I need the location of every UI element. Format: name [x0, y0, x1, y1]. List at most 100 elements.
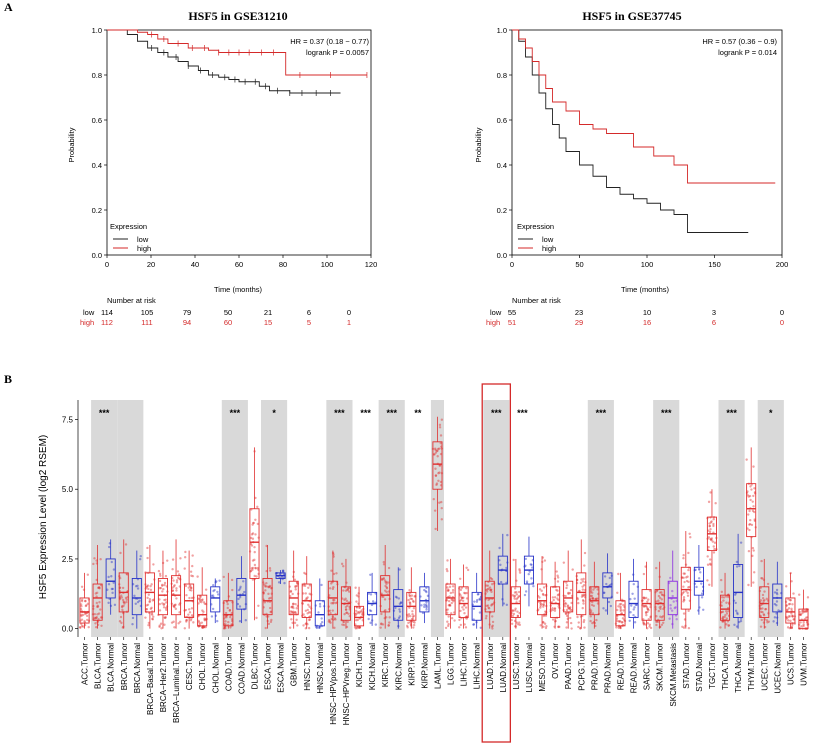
category-label: LUAD.Tumor: [486, 643, 495, 690]
data-point: [407, 613, 411, 616]
box: [602, 572, 613, 599]
box: [458, 586, 469, 618]
risk-count-low: 55: [508, 308, 516, 317]
data-point: [539, 603, 543, 606]
data-point: [385, 580, 388, 584]
category-label: PRAD.Tumor: [590, 643, 599, 691]
data-point: [369, 609, 373, 613]
risk-count-high: 16: [643, 318, 651, 327]
data-point: [120, 605, 124, 609]
data-point: [80, 613, 83, 616]
survival-curve-high: [512, 29, 776, 184]
data-point: [318, 605, 322, 608]
category-label: HNSC.Tumor: [303, 643, 312, 691]
data-point: [629, 611, 632, 614]
data-point: [461, 596, 464, 600]
data-point: [451, 598, 454, 601]
data-point: [557, 598, 560, 602]
data-point: [446, 569, 449, 573]
data-point: [788, 615, 792, 618]
data-point: [211, 594, 215, 597]
risk-count-high: 0: [780, 318, 784, 327]
data-point: [682, 596, 686, 599]
data-point: [382, 577, 386, 580]
data-point: [515, 590, 518, 594]
data-point: [397, 597, 401, 600]
data-point: [175, 587, 178, 590]
data-point: [570, 627, 573, 630]
data-point: [410, 597, 414, 601]
data-point: [804, 610, 808, 613]
data-point: [294, 584, 297, 588]
data-point: [432, 497, 435, 501]
data-point: [786, 626, 790, 629]
data-point: [188, 608, 191, 611]
data-point: [583, 626, 586, 629]
data-point: [410, 594, 414, 597]
data-point: [790, 626, 793, 629]
data-point: [157, 569, 161, 573]
data-point: [566, 605, 569, 608]
data-point: [766, 582, 770, 586]
data-point: [460, 596, 463, 599]
data-point: [198, 622, 202, 625]
data-point: [320, 583, 323, 587]
risk-count-high: 60: [224, 318, 232, 327]
data-point: [201, 598, 204, 601]
data-point: [788, 602, 792, 606]
data-point: [264, 589, 267, 592]
data-point: [510, 622, 514, 625]
data-point: [733, 623, 736, 627]
data-point: [515, 598, 518, 601]
data-point: [608, 583, 612, 587]
data-point: [302, 613, 305, 616]
data-point: [296, 624, 299, 627]
data-point: [765, 597, 769, 601]
logrank-text: logrank P = 0.0057: [306, 48, 369, 57]
cohort-band: [757, 400, 784, 637]
data-point: [619, 602, 623, 606]
data-point: [565, 586, 568, 590]
data-point: [224, 626, 227, 630]
data-point: [408, 601, 412, 605]
significance-label: ***: [596, 408, 607, 418]
data-point: [448, 603, 451, 607]
data-point: [110, 575, 113, 578]
data-point: [158, 598, 161, 601]
data-point: [642, 596, 645, 600]
data-point: [437, 472, 440, 475]
data-point: [199, 595, 202, 598]
data-point: [806, 596, 810, 599]
y-tick-label: 0.8: [497, 71, 507, 80]
data-point: [791, 615, 794, 618]
box: [550, 586, 561, 618]
data-point: [355, 606, 359, 609]
data-point: [344, 608, 348, 611]
data-point: [171, 589, 174, 592]
data-point: [448, 595, 451, 598]
y-tick-label: 0.4: [497, 161, 507, 170]
data-point: [617, 572, 620, 576]
significance-label: ***: [99, 408, 110, 418]
data-point: [464, 626, 468, 629]
data-point: [647, 608, 650, 612]
data-point: [87, 625, 90, 629]
data-point: [251, 532, 255, 535]
data-point: [478, 611, 482, 614]
data-point: [345, 611, 349, 614]
data-point: [609, 604, 613, 608]
cohort-band: [221, 400, 248, 637]
data-point: [499, 563, 502, 567]
data-point: [150, 583, 153, 586]
data-point: [801, 612, 804, 615]
data-point: [686, 591, 689, 595]
data-point: [98, 587, 101, 590]
data-point: [747, 513, 750, 516]
data-point: [568, 606, 571, 610]
x-tick-label: 80: [279, 260, 287, 269]
data-point: [682, 572, 685, 575]
data-point: [463, 592, 467, 595]
data-point: [555, 588, 558, 592]
data-point: [308, 618, 311, 621]
data-point: [748, 523, 751, 526]
